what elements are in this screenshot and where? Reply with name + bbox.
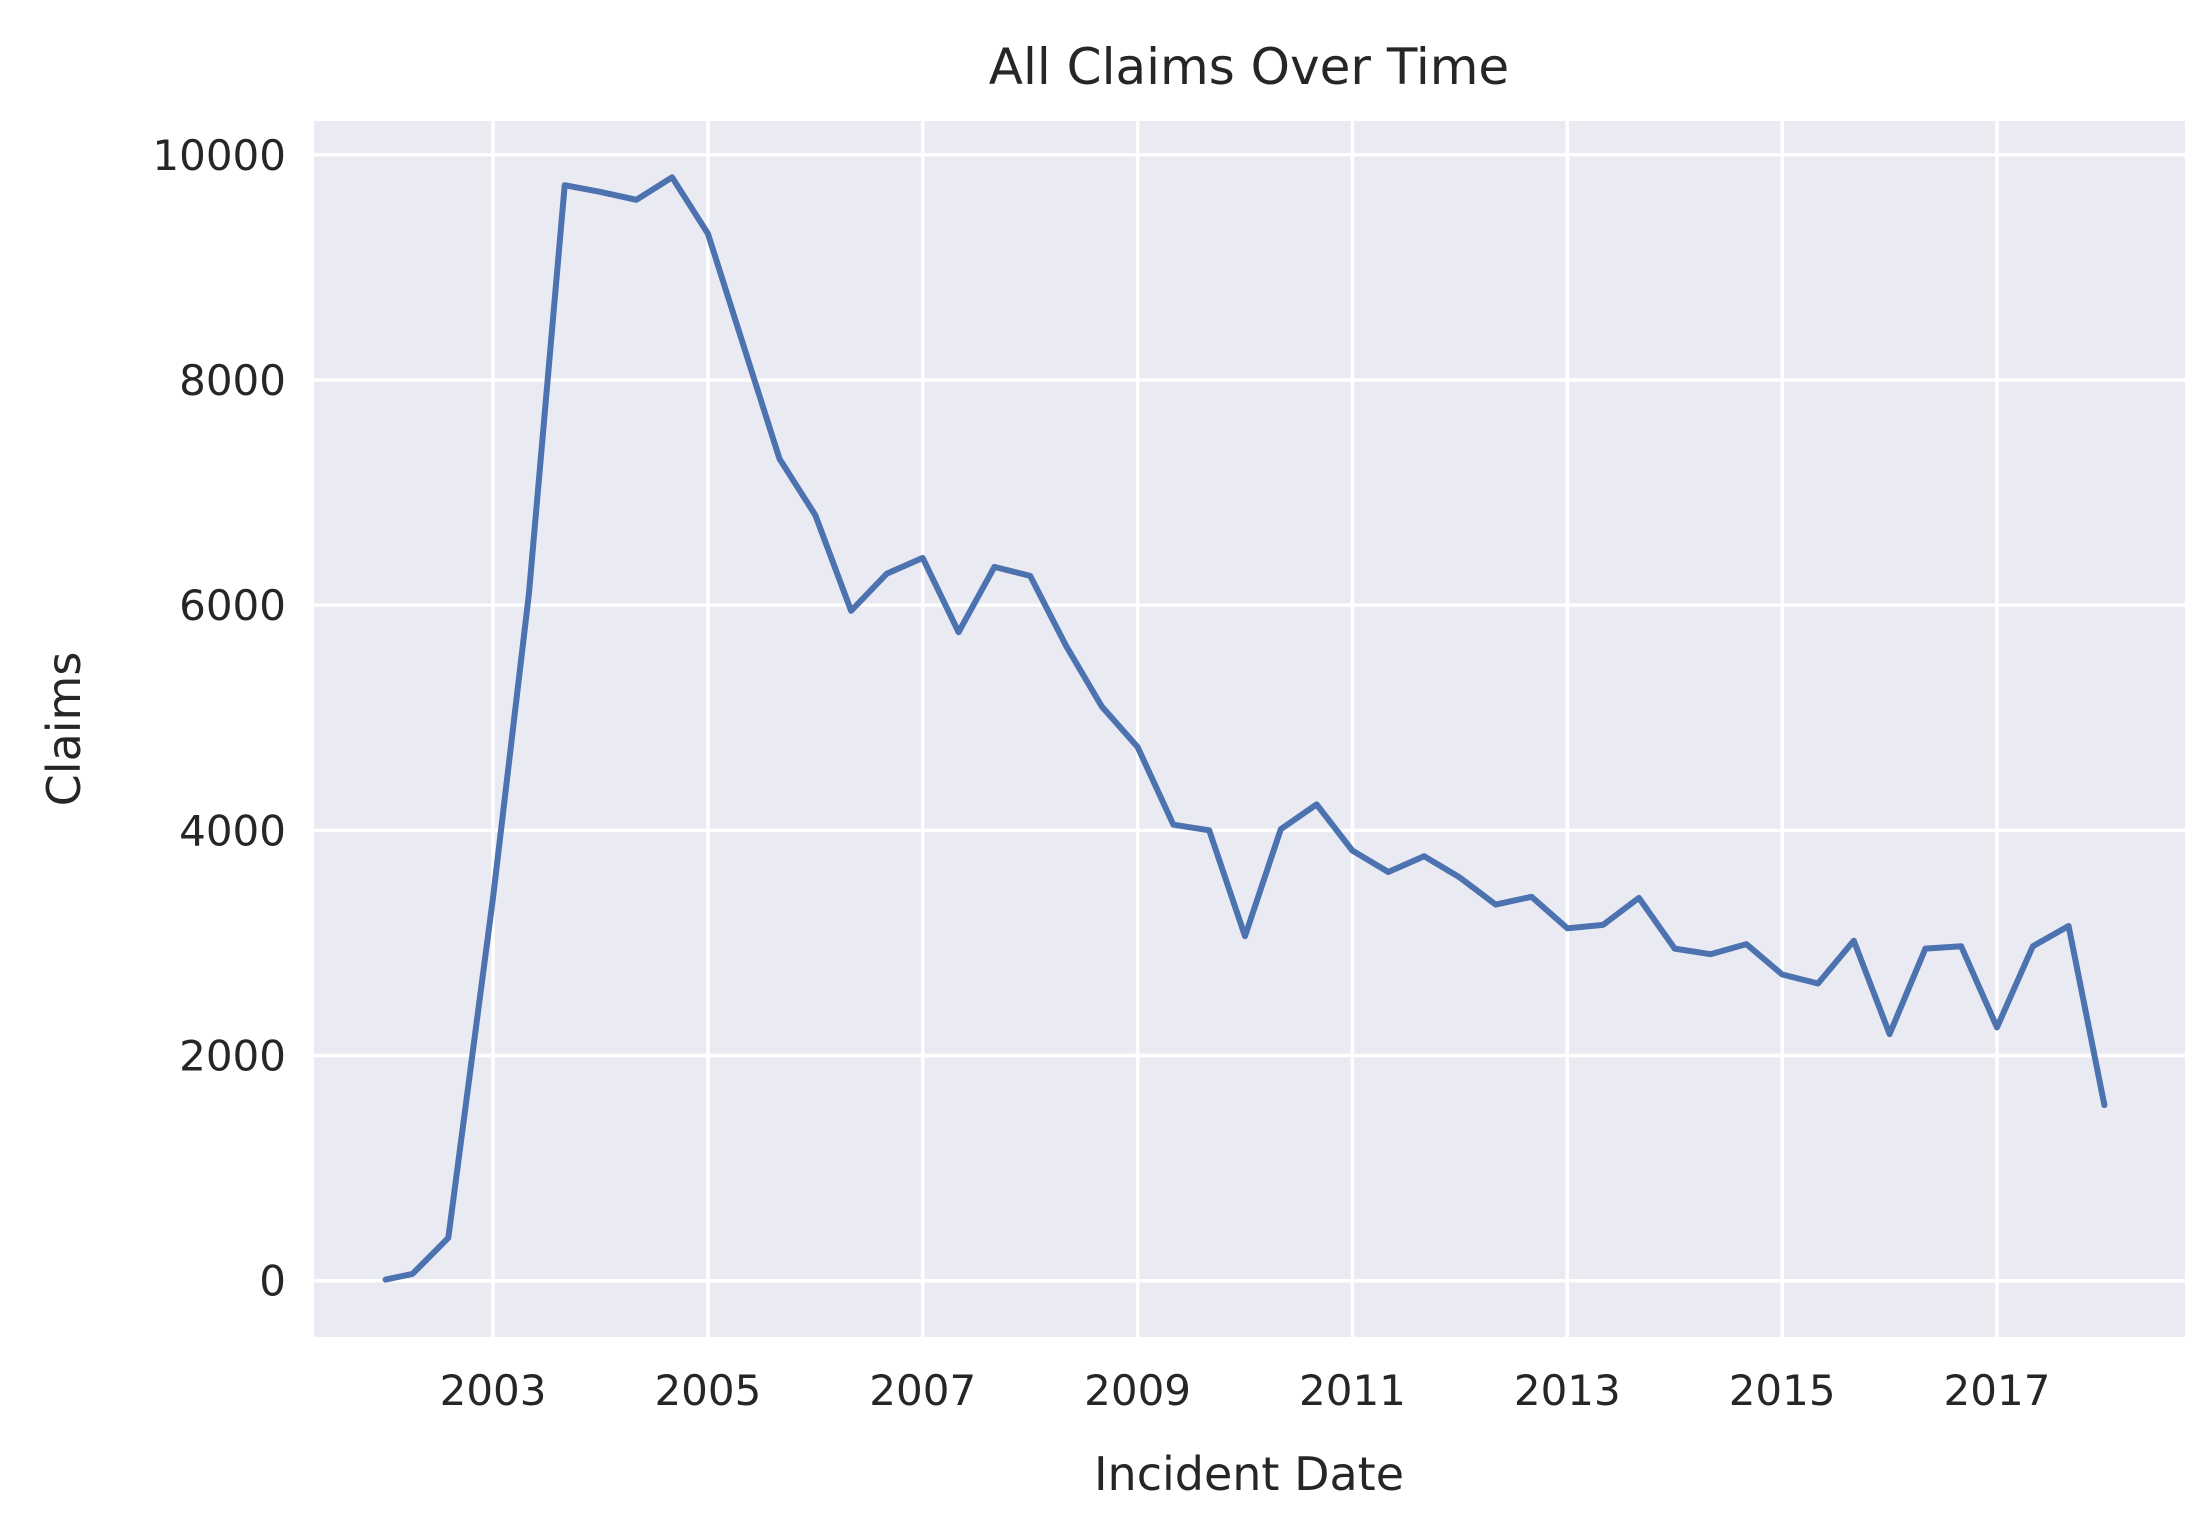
y-axis-label: Claims	[37, 652, 91, 807]
x-axis-tick-labels: 2003 2005 2007 2009 2011 2013 2015 2017	[440, 1366, 2051, 1415]
plot-background	[314, 121, 2185, 1337]
grid-lines	[314, 121, 2185, 1337]
y-tick-label: 4000	[179, 806, 286, 855]
x-tick-label: 2005	[654, 1366, 761, 1415]
x-tick-label: 2007	[869, 1366, 976, 1415]
y-tick-label: 0	[259, 1257, 286, 1306]
chart-title: All Claims Over Time	[989, 38, 1509, 96]
y-axis-tick-labels: 0 2000 4000 6000 8000 10000	[152, 131, 286, 1306]
y-tick-label: 10000	[152, 131, 286, 180]
y-tick-label: 8000	[179, 356, 286, 405]
x-tick-label: 2013	[1514, 1366, 1621, 1415]
y-tick-label: 2000	[179, 1032, 286, 1081]
data-points	[385, 177, 2105, 1280]
x-tick-label: 2011	[1299, 1366, 1406, 1415]
x-tick-label: 2009	[1084, 1366, 1191, 1415]
x-tick-label: 2003	[440, 1366, 547, 1415]
x-axis-label: Incident Date	[1094, 1447, 1404, 1501]
x-tick-label: 2015	[1729, 1366, 1836, 1415]
y-tick-label: 6000	[179, 581, 286, 630]
x-tick-label: 2017	[1944, 1366, 2051, 1415]
